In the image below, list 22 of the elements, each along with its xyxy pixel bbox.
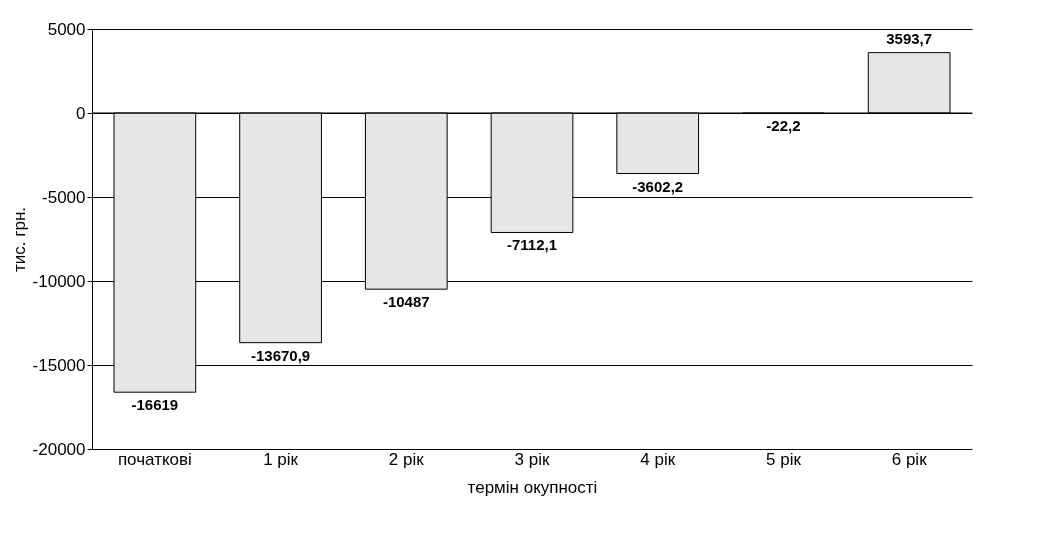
data-label: -22,2 (766, 117, 801, 135)
y-tick-label: -10000 (32, 271, 86, 291)
data-label: -16619 (131, 396, 179, 414)
x-tick-label: 1 рік (263, 449, 299, 469)
x-tick-label: 6 рік (891, 449, 928, 469)
data-label: -13670,9 (250, 346, 311, 364)
data-label: -7112,1 (506, 236, 558, 254)
y-tick-label: -20000 (32, 439, 86, 459)
y-tick-label: 5000 (47, 19, 86, 39)
x-tick-label: 5 рік (766, 449, 802, 469)
y-tick-label: -15000 (32, 355, 86, 375)
y-tick-label: 0 (76, 103, 86, 123)
x-tick-label: 3 рік (514, 449, 550, 469)
x-axis-title: термін окупності (467, 477, 598, 497)
data-label: -3602,2 (632, 177, 684, 195)
x-tick-label: початкові (117, 449, 192, 469)
data-label: 3593,7 (886, 29, 933, 47)
y-axis-title: тис. грн. (9, 207, 29, 272)
y-tick-label: -5000 (42, 187, 86, 207)
x-tick-label: 4 рік (640, 449, 676, 469)
x-tick-label: 2 рік (388, 449, 425, 469)
data-label: -10487 (382, 293, 430, 311)
